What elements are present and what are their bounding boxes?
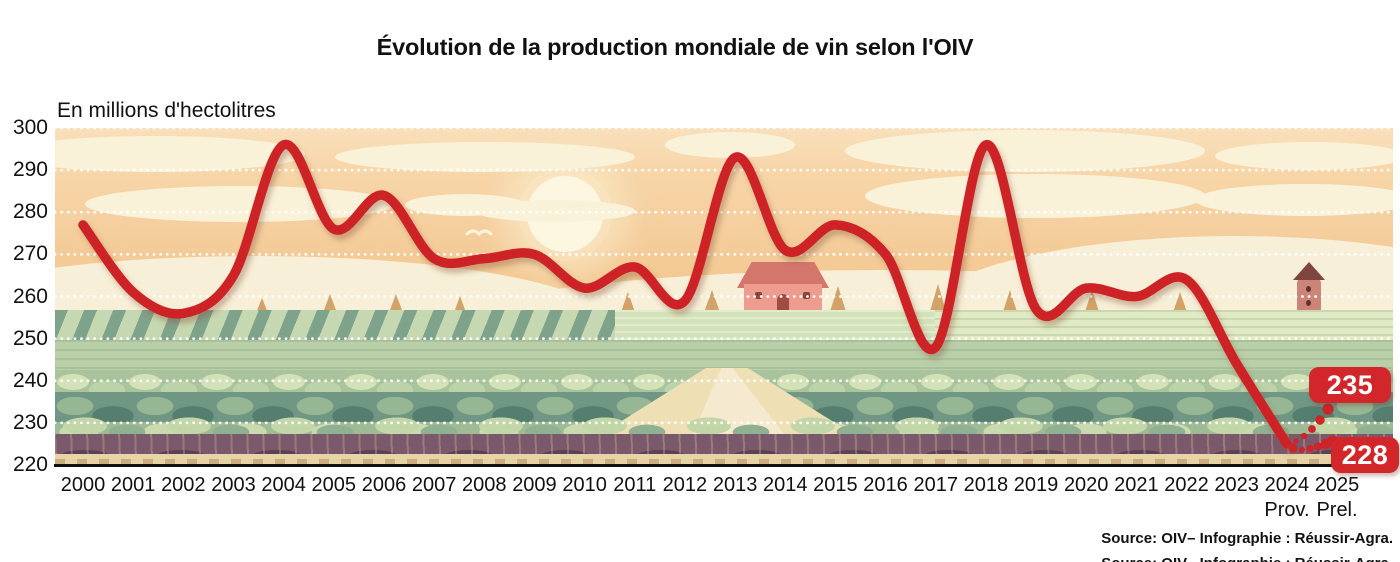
source-credit-cropped: Source: OIV– Infographie : Réussir-Agra. — [1101, 555, 1393, 562]
callout-low-badge: 228 — [1331, 437, 1399, 473]
y-tick-label: 300 — [12, 116, 48, 139]
y-tick-label: 280 — [12, 200, 48, 224]
cloud — [85, 186, 395, 222]
gridlines-group — [55, 128, 1393, 425]
cloud — [665, 132, 795, 158]
x-tick-label: 2000 — [60, 474, 106, 496]
projection-dot — [1308, 425, 1316, 433]
x-tick-label: 2025 — [1314, 474, 1360, 496]
x-tick-label: 2004 — [261, 474, 306, 496]
x-tick-label: 2021 — [1114, 474, 1159, 496]
cloud — [475, 200, 635, 222]
x-tick-label: 2006 — [361, 474, 407, 496]
line-chart-svg — [55, 128, 1393, 453]
x-tick-label: 2001 — [110, 474, 156, 496]
callout-high-badge: 235 — [1309, 367, 1391, 403]
cloud — [335, 142, 635, 172]
x-tick-label: 2010 — [562, 474, 607, 496]
cloud — [845, 130, 1205, 172]
projection-dot — [1288, 443, 1298, 453]
projection-dot — [1315, 415, 1325, 425]
x-tick-label: 2016 — [863, 474, 908, 496]
x-tick-label: 2017 — [913, 474, 958, 496]
x-tick-label: 2013 — [712, 474, 758, 496]
y-tick-label: 220 — [12, 453, 48, 476]
x-tick-label: 2011 — [613, 474, 657, 496]
y-tick-label: 290 — [12, 158, 48, 182]
x-note-prel: Prel. — [1316, 499, 1358, 521]
x-axis-line — [54, 464, 1394, 467]
callout-low-value: 228 — [1341, 439, 1389, 470]
cloud — [865, 174, 1205, 218]
ornamental-bottom-strip — [55, 459, 1393, 466]
cloud — [55, 136, 305, 172]
x-tick-label: 2005 — [311, 474, 357, 496]
source-credit: Source: OIV– Infographie : Réussir-Agra. — [1101, 530, 1393, 547]
chart-title: Évolution de la production mondiale de v… — [376, 34, 974, 60]
projection-dot — [1306, 444, 1314, 453]
bird-icon — [465, 229, 493, 237]
x-tick-label: 2018 — [963, 474, 1009, 496]
x-tick-label: 2019 — [1013, 474, 1059, 496]
tower-window — [1306, 300, 1311, 306]
x-tick-label: 2008 — [462, 474, 507, 496]
cloud — [1195, 184, 1393, 216]
x-tick-label: 2003 — [211, 474, 256, 496]
y-tick-label: 230 — [12, 410, 48, 434]
x-tick-label: 2009 — [512, 474, 557, 496]
y-tick-label: 260 — [12, 284, 48, 308]
y-tick-label: 270 — [12, 242, 48, 266]
x-tick-label: 2023 — [1214, 474, 1259, 496]
x-tick-label: 2007 — [411, 474, 457, 496]
x-tick-label: 2014 — [762, 474, 808, 496]
callout-high-value: 235 — [1326, 369, 1374, 400]
y-axis-unit-label: En millions d'hectolitres — [57, 99, 276, 122]
x-tick-label: 2002 — [161, 474, 206, 496]
x-note-prov: Prov. — [1264, 499, 1310, 521]
projection-dot — [1300, 432, 1308, 440]
production-line — [78, 140, 1292, 449]
ground-band — [55, 454, 1393, 461]
cloud — [1215, 142, 1393, 170]
y-tick-label: 240 — [12, 368, 48, 392]
farmhouse-window — [755, 292, 762, 299]
x-tick-label: 2015 — [813, 474, 858, 496]
x-tick-label: 2024 — [1264, 474, 1310, 496]
projection-dot — [1313, 442, 1323, 451]
projection-dot — [1322, 403, 1334, 415]
tower-window — [1306, 286, 1311, 292]
x-tick-label: 2020 — [1063, 474, 1109, 496]
farmhouse-roof — [737, 262, 829, 288]
y-tick-label: 250 — [12, 326, 48, 350]
x-tick-label: 2012 — [662, 474, 708, 496]
x-tick-label: 2022 — [1164, 474, 1209, 496]
vineyard-illustration — [55, 128, 1393, 466]
projection-dot — [1293, 438, 1299, 444]
projection-dot — [1299, 447, 1305, 453]
tower-roof — [1293, 262, 1325, 280]
cypress-tree — [928, 284, 948, 318]
